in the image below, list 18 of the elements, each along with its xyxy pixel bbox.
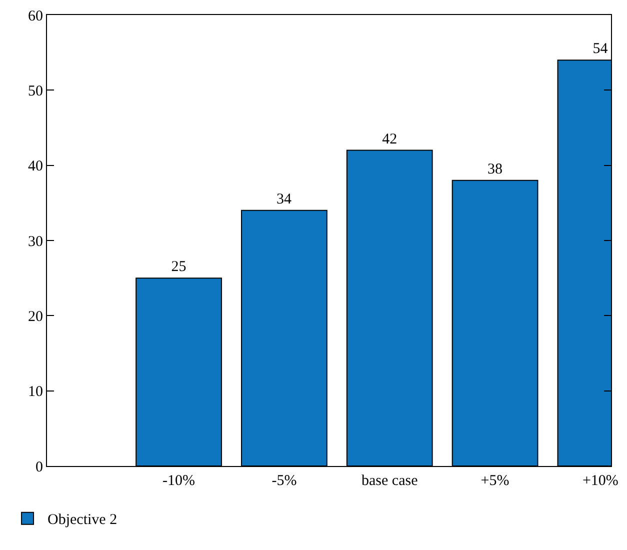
- y-tick-label: 50: [28, 83, 43, 100]
- x-tick-label: +5%: [480, 473, 510, 489]
- data-label: 25: [171, 259, 186, 276]
- x-tick-label: -5%: [272, 473, 297, 489]
- legend-label: Objective 2: [48, 512, 118, 528]
- y-tick-label: 30: [28, 234, 43, 250]
- data-label: 42: [382, 131, 398, 148]
- y-tick-label: 60: [28, 8, 43, 24]
- data-label: 34: [276, 191, 292, 208]
- x-tick-label: +10%: [582, 473, 618, 489]
- x-tick-label: base case: [362, 473, 418, 489]
- x-tick-label: -10%: [162, 473, 196, 489]
- y-tick-label: 20: [28, 308, 43, 325]
- data-label: 38: [488, 161, 503, 178]
- y-tick-label: 10: [28, 384, 43, 400]
- data-label: 54: [592, 41, 608, 58]
- y-tick-label: 40: [28, 158, 43, 175]
- y-tick-label: 0: [36, 459, 43, 476]
